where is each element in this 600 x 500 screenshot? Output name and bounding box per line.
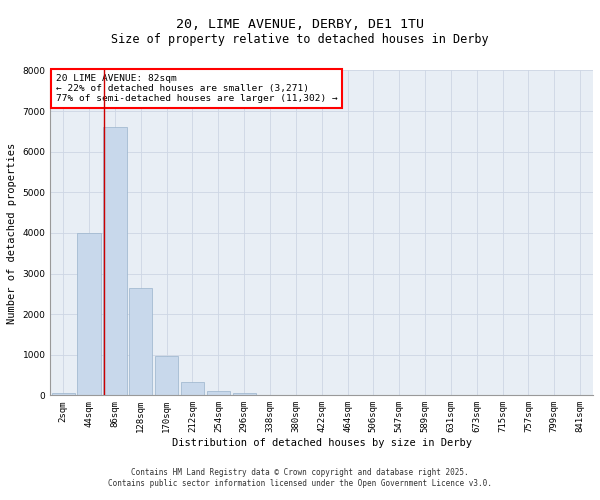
Bar — [155, 356, 178, 396]
Bar — [77, 233, 101, 396]
Bar — [103, 128, 127, 396]
Text: Size of property relative to detached houses in Derby: Size of property relative to detached ho… — [111, 32, 489, 46]
Bar — [207, 390, 230, 396]
Bar — [181, 382, 204, 396]
Text: 20 LIME AVENUE: 82sqm
← 22% of detached houses are smaller (3,271)
77% of semi-d: 20 LIME AVENUE: 82sqm ← 22% of detached … — [56, 74, 338, 104]
X-axis label: Distribution of detached houses by size in Derby: Distribution of detached houses by size … — [172, 438, 472, 448]
Text: 20, LIME AVENUE, DERBY, DE1 1TU: 20, LIME AVENUE, DERBY, DE1 1TU — [176, 18, 424, 30]
Y-axis label: Number of detached properties: Number of detached properties — [7, 142, 17, 324]
Bar — [52, 394, 75, 396]
Bar — [233, 392, 256, 396]
Text: Contains HM Land Registry data © Crown copyright and database right 2025.
Contai: Contains HM Land Registry data © Crown c… — [108, 468, 492, 487]
Bar — [129, 288, 152, 396]
